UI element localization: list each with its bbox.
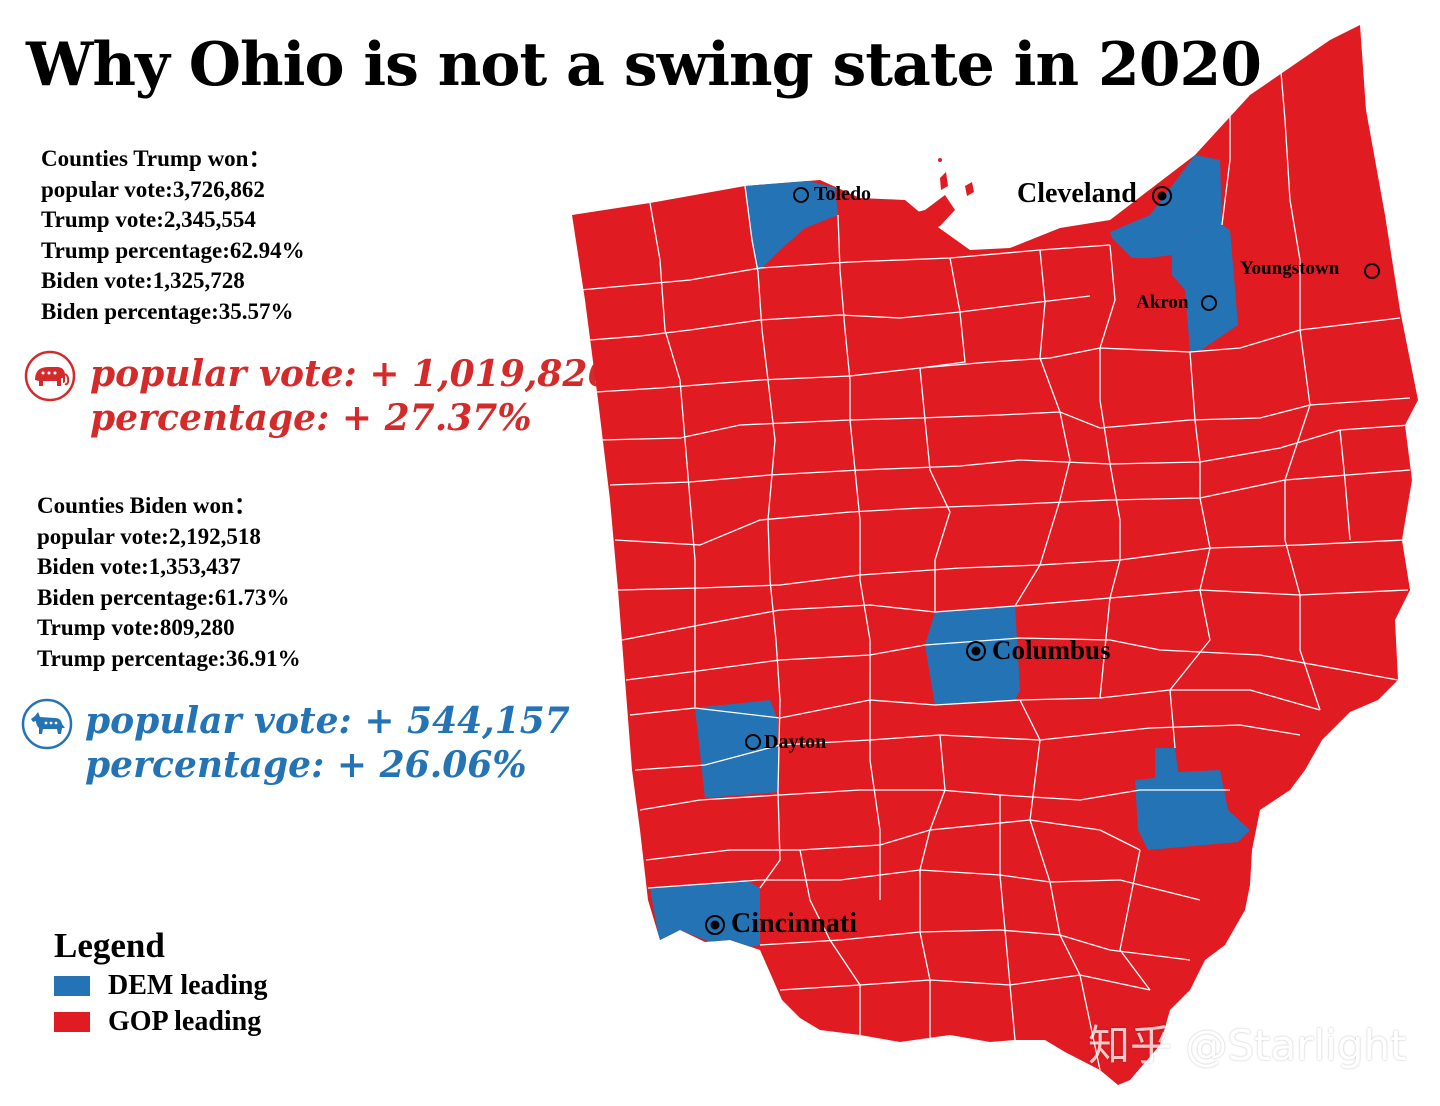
dem-swatch xyxy=(54,976,90,996)
trump-stat-line: Biden vote:1,325,728 xyxy=(41,268,245,293)
city-label-dayton: Dayton xyxy=(764,731,827,753)
legend-title: Legend xyxy=(54,926,165,965)
city-marker-cleveland xyxy=(1152,186,1172,206)
dem-county-montgomery xyxy=(695,700,778,798)
city-label-youngstown: Youngstown xyxy=(1240,258,1340,279)
trump-stat-line: Trump percentage:62.94% xyxy=(41,237,305,263)
dem-margin-vote: popular vote: + 544,157 xyxy=(85,700,570,742)
gop-leading-region xyxy=(572,25,1418,1085)
trump-stats-heading: Counties Trump won： xyxy=(41,146,272,171)
biden-stat-line: popular vote:2,192,518 xyxy=(37,523,261,549)
dem-county-athens xyxy=(1135,748,1250,850)
legend-label-gop: GOP leading xyxy=(108,1006,262,1037)
trump-counties-stats: Counties Trump won： popular vote:3,726,8… xyxy=(41,144,305,327)
legend-item-gop: GOP leading xyxy=(54,1006,267,1038)
dem-margin-summary: popular vote: + 544,157 percentage: + 26… xyxy=(85,699,570,787)
trump-stat-line: Trump vote:2,345,554 xyxy=(41,207,256,232)
biden-stat-line: Trump percentage:36.91% xyxy=(37,645,301,671)
city-marker-cincinnati-center xyxy=(710,920,720,930)
trump-stat-line: Biden percentage:35.57% xyxy=(41,298,294,324)
gop-margin-percentage: percentage: + 27.37% xyxy=(90,397,532,439)
biden-stat-line: Trump vote:809,280 xyxy=(37,615,235,640)
dem-county-hamilton xyxy=(650,880,760,950)
city-marker-cincinnati xyxy=(705,915,725,935)
county-borders xyxy=(579,59,1411,1071)
city-label-cleveland: Cleveland xyxy=(1017,178,1137,209)
republican-elephant-icon xyxy=(24,350,76,402)
city-label-columbus: Columbus xyxy=(992,635,1111,665)
gop-margin-vote: popular vote: + 1,019,826 xyxy=(90,353,613,395)
biden-stats-heading: Counties Biden won： xyxy=(37,493,257,518)
city-label-akron: Akron xyxy=(1136,292,1189,313)
legend: Legend DEM leading GOP leading xyxy=(54,926,267,1038)
biden-stat-line: Biden percentage:61.73% xyxy=(37,584,290,610)
watermark: 知乎 @Starlight xyxy=(1088,1021,1407,1070)
map-title: Why Ohio is not a swing state in 2020 xyxy=(26,30,1262,100)
dem-county-franklin xyxy=(925,606,1020,705)
city-marker-akron xyxy=(1201,295,1217,311)
legend-label-dem: DEM leading xyxy=(108,970,268,1001)
democrat-donkey-icon xyxy=(21,698,73,750)
dem-margin-percentage: percentage: + 26.06% xyxy=(85,744,527,786)
city-label-cincinnati: Cincinnati xyxy=(731,908,858,939)
gop-margin-summary: popular vote: + 1,019,826 percentage: + … xyxy=(90,352,612,440)
city-markers xyxy=(705,186,1380,935)
dem-county-cuyahoga xyxy=(1110,155,1222,258)
city-label-toledo: Toledo xyxy=(814,183,872,205)
city-marker-toledo xyxy=(793,187,809,203)
city-marker-youngstown xyxy=(1364,263,1380,279)
gop-swatch xyxy=(54,1012,90,1032)
biden-counties-stats: Counties Biden won： popular vote:2,192,5… xyxy=(37,491,301,674)
dem-county-lucas xyxy=(745,180,838,272)
biden-stat-line: Biden vote:1,353,437 xyxy=(37,554,241,579)
legend-item-dem: DEM leading xyxy=(54,970,267,1002)
city-marker-cleveland-center xyxy=(1157,191,1167,201)
city-marker-dayton xyxy=(745,734,761,750)
dem-county-summit xyxy=(1172,225,1238,352)
trump-stat-line: popular vote:3,726,862 xyxy=(41,176,265,202)
city-marker-columbus-center xyxy=(971,646,981,656)
city-marker-columbus xyxy=(966,641,986,661)
